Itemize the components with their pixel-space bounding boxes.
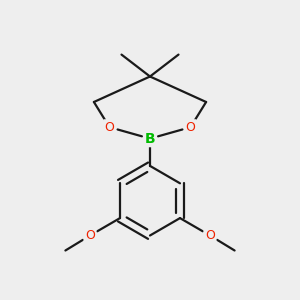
Text: O: O [105, 121, 114, 134]
Text: O: O [205, 229, 215, 242]
Text: O: O [85, 229, 95, 242]
Text: B: B [145, 132, 155, 145]
Text: O: O [186, 121, 195, 134]
